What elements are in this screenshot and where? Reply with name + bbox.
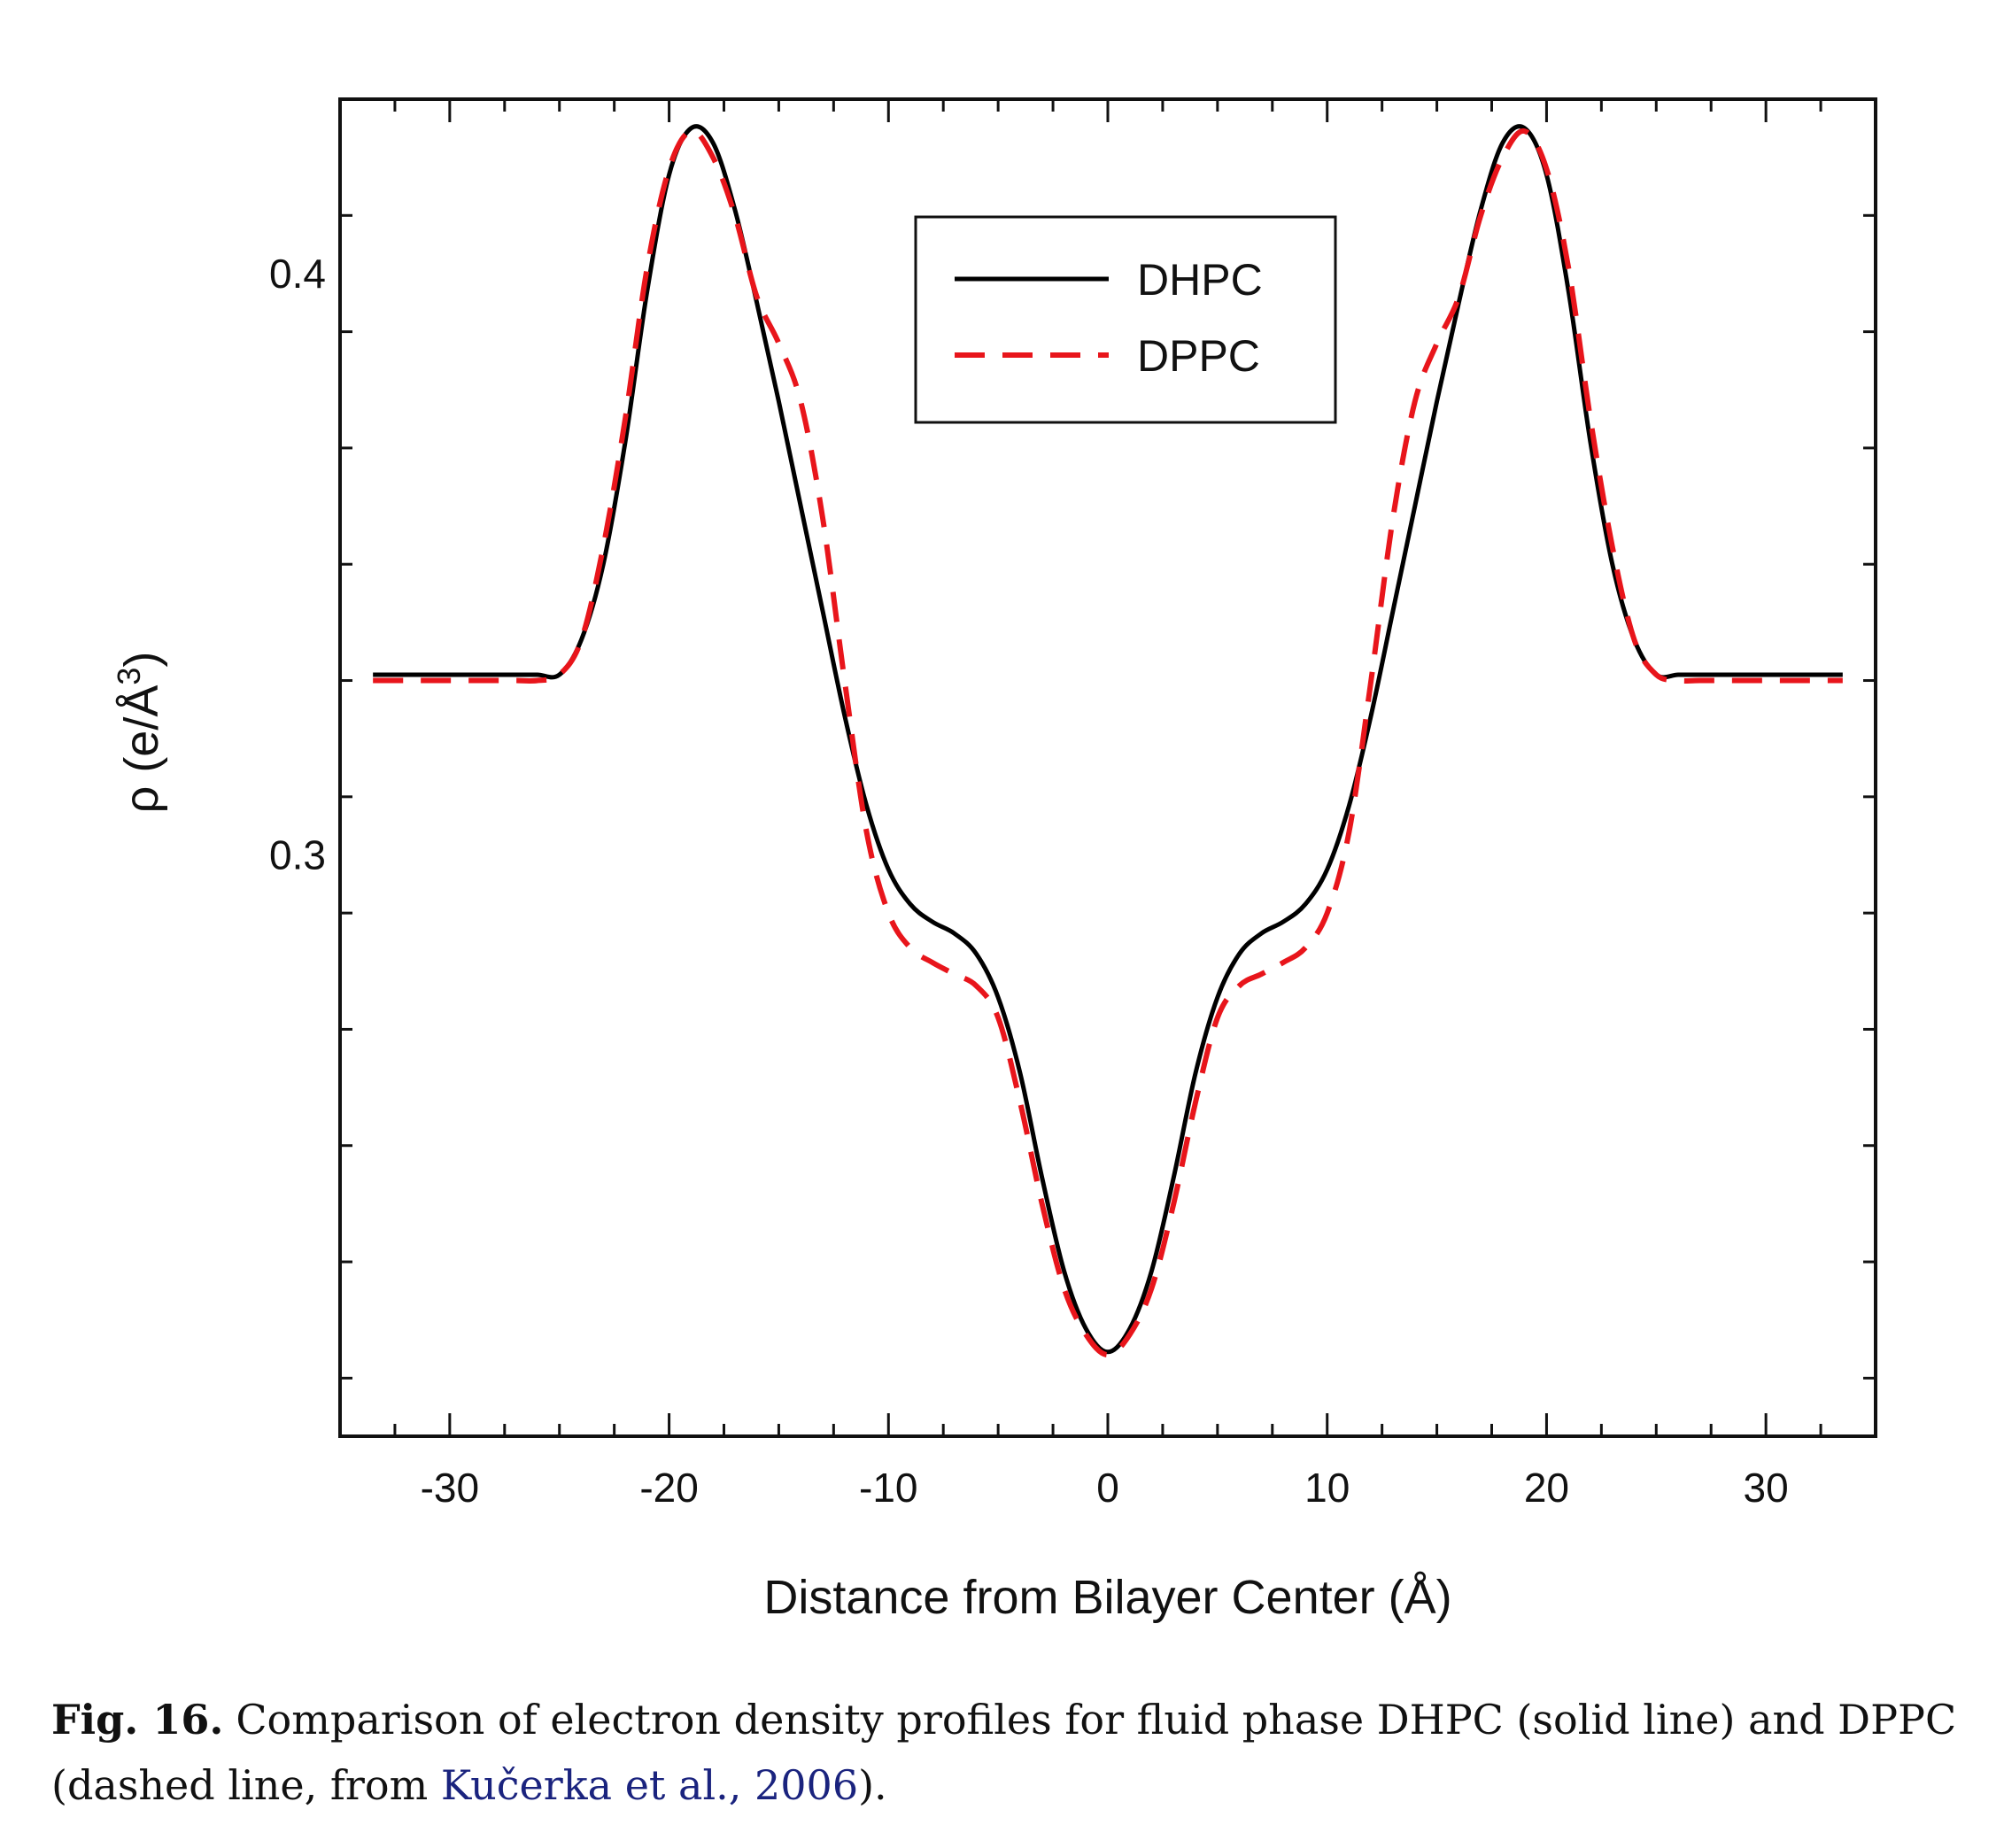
y-axis-title: ρ (e/Å3) [111,652,168,814]
x-tick-label: 10 [1304,1465,1350,1511]
caption-text: Comparison of electron density profiles … [51,1696,1957,1809]
y-axis-title-close: ) [115,652,168,668]
x-tick-label: 20 [1524,1465,1569,1511]
x-tick-label: 30 [1744,1465,1789,1511]
x-tick-label: 0 [1096,1465,1119,1511]
series-line-dppc [373,128,1843,1358]
legend-label-dppc: DPPC [1137,331,1260,381]
reference-link[interactable]: Kučerka et al., 2006 [440,1761,859,1809]
series-line-dhpc [373,124,1843,1355]
plot-frame [338,97,1877,1438]
caption-text-end: ). [858,1761,887,1809]
legend: DHPC DPPC [914,215,1337,424]
series-layer [373,124,1843,1358]
y-axis-title-superscript: 3 [111,668,147,685]
legend-label-dhpc: DHPC [1137,255,1263,305]
x-axis-title: Distance from Bilayer Center (Å) [763,1571,1451,1624]
y-tick-label: 0.3 [269,831,326,878]
x-tick-label: -30 [421,1465,479,1511]
tick-labels: -30 -20 -10 0 10 20 30 0.3 0.4 [269,251,1789,1511]
y-axis-title-base: ρ (e/Å [115,685,168,814]
tick-marks [340,97,1876,1436]
figure-caption: Fig. 16. Comparison of electron density p… [51,1687,1964,1818]
y-tick-label: 0.4 [269,251,326,297]
x-tick-label: -10 [859,1465,917,1511]
x-tick-label: -20 [639,1465,698,1511]
legend-box [914,215,1337,424]
figure-label: Fig. 16. [51,1696,224,1744]
